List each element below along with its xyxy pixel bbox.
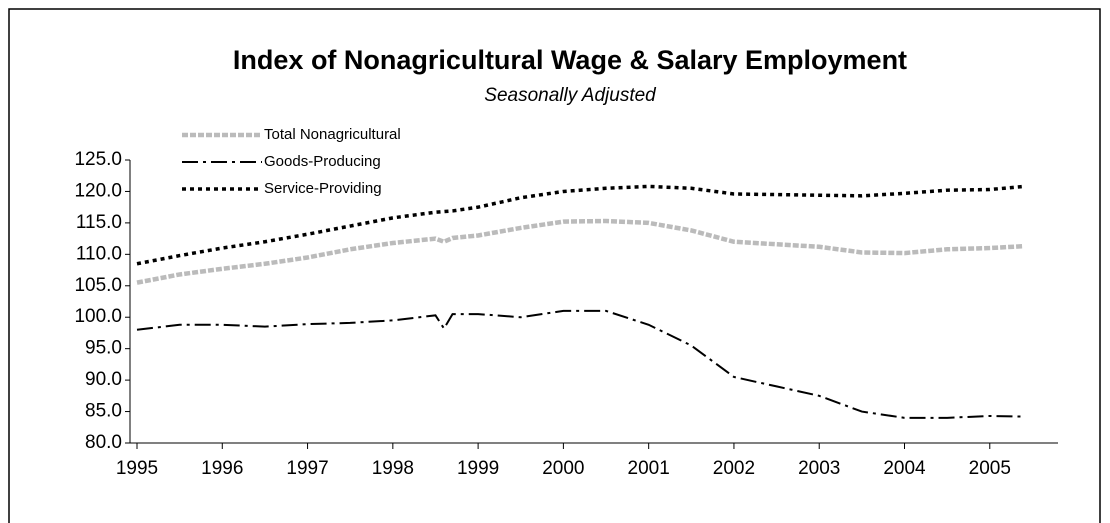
legend-label: Goods-Producing — [264, 153, 381, 170]
x-tick-label: 2001 — [628, 458, 670, 479]
x-tick-label: 2004 — [883, 458, 926, 479]
y-tick-label: 90.0 — [85, 369, 122, 390]
x-tick-label: 2002 — [713, 458, 755, 479]
series-line — [136, 184, 1025, 266]
x-tick-label: 2003 — [798, 458, 840, 479]
x-tick-label: 2000 — [542, 458, 584, 479]
legend-label: Total Nonagricultural — [264, 126, 401, 143]
frame — [8, 8, 1101, 523]
y-tick-label: 115.0 — [76, 212, 122, 233]
y-tick-label: 110.0 — [76, 243, 122, 264]
y-tick-label: 95.0 — [85, 338, 122, 359]
y-tick-label: 85.0 — [85, 401, 122, 422]
x-tick-label: 2005 — [969, 458, 1011, 479]
x-tick-label: 1995 — [116, 458, 158, 479]
legend-label: Service-Providing — [264, 180, 382, 197]
x-tick-label: 1998 — [372, 458, 414, 479]
y-tick-label: 80.0 — [85, 432, 122, 453]
x-tick-label: 1999 — [457, 458, 499, 479]
y-tick-label: 120.0 — [74, 180, 122, 201]
series-line — [136, 218, 1025, 285]
y-tick-label: 105.0 — [74, 275, 122, 296]
chart-subtitle: Seasonally Adjusted — [484, 85, 657, 106]
y-tick-label: 125.0 — [74, 149, 122, 170]
y-tick-label: 100.0 — [74, 306, 122, 327]
x-tick-label: 1997 — [286, 458, 328, 479]
x-tick-label: 1996 — [201, 458, 243, 479]
series-line — [136, 309, 1024, 419]
chart-title: Index of Nonagricultural Wage & Salary E… — [233, 45, 907, 75]
